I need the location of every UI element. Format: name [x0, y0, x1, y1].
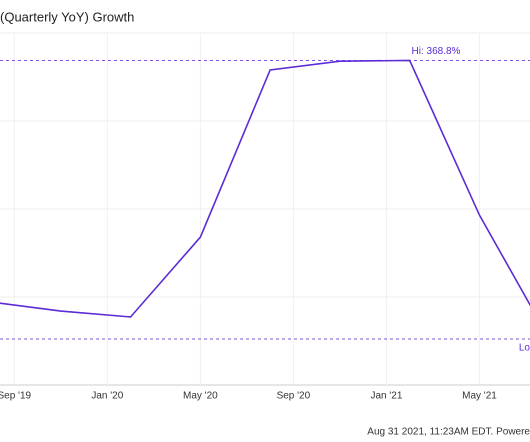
footer: Aug 31 2021, 11:23AM EDT. Powere [367, 427, 530, 438]
x-tick-label: Jan '21 [370, 391, 402, 402]
chart-title: (Quarterly YoY) Growth [0, 9, 134, 24]
line [0, 59, 530, 318]
lo-label: Lo [519, 343, 530, 354]
x-tick-label: Sep '19 [0, 391, 31, 402]
x-tick-label: Jan '20 [91, 391, 123, 402]
x-tick-label: Sep '20 [277, 391, 311, 402]
x-tick-label: May '21 [462, 391, 497, 402]
x-tick-label: May '20 [183, 391, 218, 402]
hi-label: Hi: 368.8% [412, 46, 461, 57]
